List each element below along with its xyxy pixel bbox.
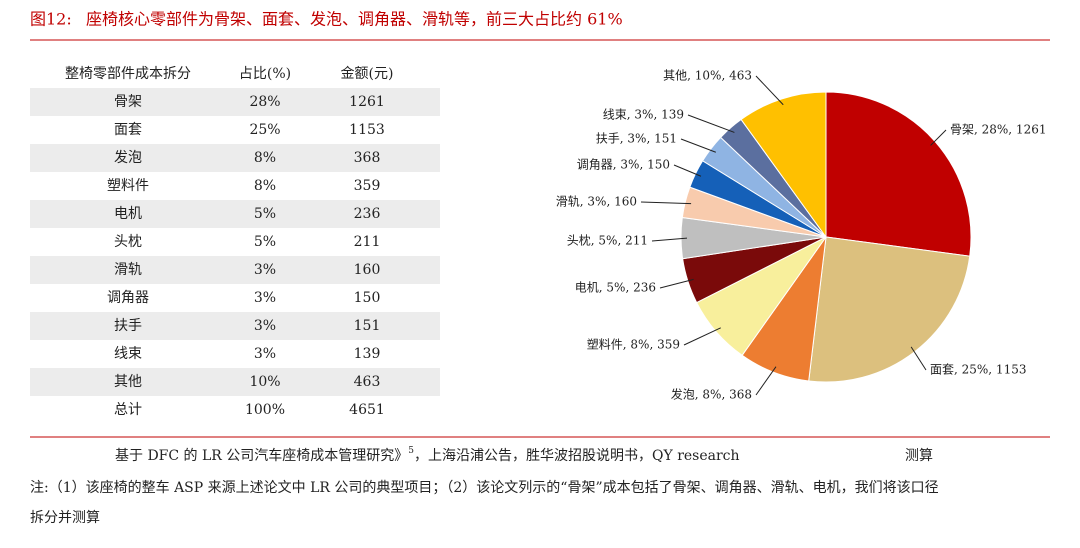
table-cell: 151 [354,318,381,334]
table-cell: 8% [254,150,276,166]
leader-line [930,129,947,146]
source-sup: 5 [408,446,414,456]
slice-label: 头枕, 5%, 211 [567,233,648,248]
table-header: 金额(元) [341,66,394,82]
table-cell: 其他 [114,374,142,390]
slice-label: 其他, 10%, 463 [663,69,752,83]
table-cell: 发泡 [114,150,142,166]
table-cell: 5% [254,206,276,222]
leader-line [755,75,784,106]
slice-label: 扶手, 3%, 151 [596,131,677,146]
table-header: 占比(%) [239,66,291,82]
leader-line [659,278,694,289]
table-cell: 463 [354,374,381,390]
table-cell: 368 [354,150,381,166]
table-cell: 28% [249,94,280,110]
source-text: 基于 DFC 的 LR 公司汽车座椅成本管理研究》 [115,447,408,464]
slice-label: 骨架, 28%, 1261 [950,123,1046,137]
table-cell: 头枕 [114,234,142,250]
table-cell: 8% [254,178,276,194]
row-band [30,312,440,340]
pie-slice [825,91,972,257]
slice-label: 电机, 5%, 236 [575,281,656,295]
slice-label: 线束, 3%, 139 [603,108,684,122]
leader-line [755,366,777,396]
pie-slice [740,91,827,239]
table-cell: 骨架 [114,94,142,110]
leader-line [673,164,702,177]
table-cell: 电机 [114,206,142,222]
table-cell: 211 [354,234,381,250]
slice-label: 调角器, 3%, 150 [577,158,670,172]
leader-line [680,138,716,153]
source: 基于 DFC 的 LR 公司汽车座椅成本管理研究》5，上海沿浦公告，胜华波招股说… [115,446,740,465]
pie-slice [808,236,971,383]
slice-label: 发泡, 8%, 368 [671,387,752,402]
source-text: ，上海沿浦公告，胜华波招股说明书，QY research [414,448,740,464]
row-band [30,144,440,172]
table-cell: 3% [254,262,276,278]
table-cell: 160 [354,262,381,278]
table-cell: 236 [354,206,381,222]
table-cell: 10% [249,374,280,390]
row-band [30,200,440,228]
row-band [30,368,440,396]
leader-line [651,237,688,242]
source-text: 测算 [905,448,933,464]
table-cell: 150 [354,290,381,306]
table-cell: 5% [254,234,276,250]
table-cell: 面套 [114,122,142,138]
table-cell: 扶手 [114,318,142,334]
table-cell: 3% [254,290,276,306]
table-cell: 4651 [349,402,385,418]
table: 整椅零部件成本拆分 占比(%) 金额(元) 骨架 28% 1261 面套 25% 1153 发泡 8… [30,66,440,418]
figure-label: 图12: [30,10,72,29]
table-cell: 滑轨 [114,261,142,278]
table-cell: 25% [249,122,280,138]
table-cell: 塑料件 [107,178,149,194]
table-cell: 359 [354,178,381,194]
title: 座椅核心零部件为骨架、面套、发泡、调角器、滑轨等，前三大占比约 61% [86,10,623,29]
note: 拆分并测算 [30,510,100,526]
table-cell: 调角器 [107,290,149,306]
table-cell: 总计 [114,402,142,418]
leader-line [910,346,927,371]
leader-line [640,201,692,205]
table-cell: 100% [245,402,285,418]
slice-label: 滑轨, 3%, 160 [556,195,637,209]
row-band [30,256,440,284]
table-header: 整椅零部件成本拆分 [65,66,191,82]
slice-label: 塑料件, 8%, 359 [587,337,680,352]
table-cell: 1261 [349,94,385,110]
slice-label: 面套, 25%, 1153 [930,363,1026,377]
table-cell: 3% [254,346,276,362]
table-cell: 3% [254,318,276,334]
table-cell: 线束 [114,346,142,362]
row-band [30,88,440,116]
leader-line [687,114,735,133]
table-cell: 1153 [349,122,385,138]
leader-line [683,327,721,346]
table-cell: 139 [354,346,381,362]
note: 注:（1）该座椅的整车 ASP 来源上述论文中 LR 公司的典型项目；（2）该论… [30,479,939,496]
pie-chart: 骨架, 28%, 1261 面套, 25%, 1153 发泡, 8%, 368 塑料件… [556,69,1047,402]
